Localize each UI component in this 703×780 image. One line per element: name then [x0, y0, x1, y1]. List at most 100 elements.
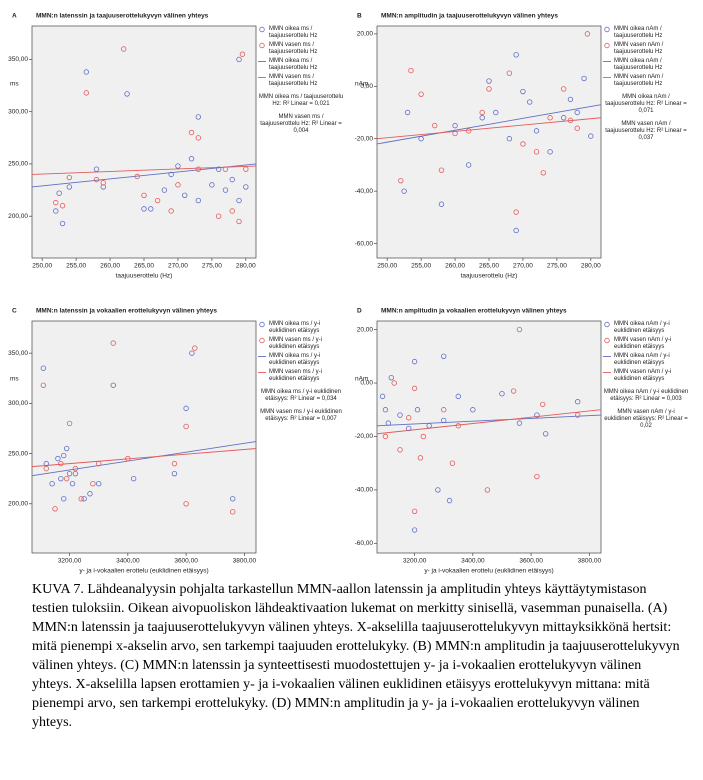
legend-marker: [259, 26, 265, 33]
chart: D MMN:n amplitudin ja vokaalien erotteluk…: [355, 308, 602, 575]
point: [540, 170, 547, 176]
point: [547, 115, 553, 121]
y-tick-label: 350,00: [8, 350, 28, 357]
caption: KUVA 7. Lähdeanalyysin pohjalta tarkaste…: [32, 582, 680, 730]
point: [411, 358, 418, 365]
r2-label: MMN vasen ms / taajuuserottelu Hz: R² Li…: [260, 114, 342, 134]
legend-circle: [604, 42, 610, 49]
point: [188, 156, 195, 162]
legend-entry: MMN oikea nAm / y-i euklidinen etäisyys: [603, 353, 689, 367]
legend-circle: [259, 42, 265, 49]
x-tick-label: 280,00: [236, 263, 256, 270]
point: [53, 199, 59, 206]
x-tick-label: 260,00: [100, 263, 120, 270]
x-tick-label: 250,00: [32, 263, 52, 270]
legend-label: MMN vasen nAm / y-i euklidinen etäisyys: [614, 337, 672, 350]
point: [516, 326, 523, 333]
point: [470, 407, 476, 413]
point: [513, 52, 519, 58]
point: [236, 197, 242, 204]
x-tick-label: 3800,00: [233, 558, 257, 565]
point: [183, 423, 189, 430]
chart: A MMN:n latenssin ja taajuuserottelukyvyn…: [8, 13, 257, 280]
point: [69, 481, 76, 487]
legend-label: MMN vasen ms / y-i euklidinen etäisyys: [269, 337, 323, 350]
legend-entry: MMN oikea ms / taajuuserottelu Hz: [258, 26, 344, 40]
y-axis-label: ms: [10, 376, 19, 383]
point: [66, 184, 73, 190]
fit-line: [376, 104, 602, 145]
point: [455, 393, 461, 400]
legend: MMN oikea nAm / y-i euklidinen etäisyys M…: [603, 321, 689, 430]
point: [513, 227, 519, 234]
point: [141, 192, 147, 198]
point: [93, 166, 100, 172]
chart-title: MMN:n latenssin ja taajuuserottelukyvyn …: [36, 13, 209, 20]
point: [141, 206, 147, 212]
point: [222, 187, 229, 193]
point: [406, 425, 412, 432]
chart-panel: D MMN:n amplitudin ja vokaalien erotteluk…: [345, 295, 690, 585]
point: [209, 182, 215, 188]
legend-label: MMN vasen nAm / y-i euklidinen etäisyys: [614, 369, 672, 382]
legend-label: MMN vasen ms / y-i euklidinen etäisyys: [269, 369, 323, 382]
y-tick-label: 0,00: [360, 380, 373, 387]
point: [431, 122, 438, 129]
legend-label: MMN oikea ms / y-i euklidinen etäisyys: [269, 353, 321, 366]
legend-label: MMN oikea nAm / y-i euklidinen etäisyys: [614, 321, 670, 334]
x-tick-label: 3200,00: [58, 558, 82, 565]
point: [574, 399, 581, 405]
point: [87, 491, 93, 497]
point: [388, 374, 394, 381]
fit-line: [31, 448, 257, 468]
fit-line: [31, 165, 257, 175]
point: [229, 496, 236, 502]
chart: B MMN:n amplitudin ja taajuuserottelukyvy…: [355, 13, 602, 280]
point: [414, 407, 421, 413]
point: [452, 122, 458, 129]
chart: C MMN:n latenssin ja vokaalien erotteluky…: [8, 308, 257, 575]
x-tick-label: 275,00: [202, 263, 222, 270]
point: [154, 197, 161, 204]
point: [493, 109, 499, 116]
legend-marker: [259, 337, 265, 344]
point: [171, 460, 178, 467]
x-tick-label: 3400,00: [116, 558, 140, 565]
legend-entry: MMN vasen ms / y-i euklidinen etäisyys: [258, 369, 344, 383]
point: [465, 162, 472, 168]
legend-entry: MMN oikea nAm / y-i euklidinen etäisyys: [603, 321, 689, 335]
y-tick-label: -40,00: [355, 487, 374, 494]
point: [66, 174, 73, 181]
point: [411, 385, 418, 392]
point: [446, 497, 453, 504]
point: [435, 487, 441, 493]
point: [66, 420, 73, 427]
point: [397, 412, 403, 418]
point: [120, 46, 127, 52]
point: [236, 56, 242, 63]
legend-label: MMN vasen nAm / taajuuserottelu Hz: [614, 42, 664, 55]
point: [408, 67, 414, 74]
x-tick-label: 265,00: [134, 263, 154, 270]
y-axis-label: nAm: [355, 81, 368, 88]
y-axis-label: ms: [10, 81, 19, 88]
point: [58, 460, 64, 467]
point: [534, 473, 540, 480]
point: [417, 455, 424, 461]
point: [418, 136, 424, 142]
point: [243, 166, 249, 172]
chart-panel: B MMN:n amplitudin ja taajuuserottelukyvy…: [345, 0, 690, 290]
point: [100, 180, 106, 186]
legend-circle: [604, 337, 610, 344]
plot-area: [31, 25, 257, 259]
point: [175, 182, 181, 188]
point: [90, 481, 96, 487]
legend-entry: MMN oikea ms / y-i euklidinen etäisyys: [258, 353, 344, 367]
legend-circle: [259, 321, 265, 328]
point: [486, 78, 492, 84]
point: [100, 184, 106, 190]
point: [516, 420, 523, 426]
y-tick-label: 350,00: [8, 56, 28, 63]
point: [449, 460, 456, 466]
